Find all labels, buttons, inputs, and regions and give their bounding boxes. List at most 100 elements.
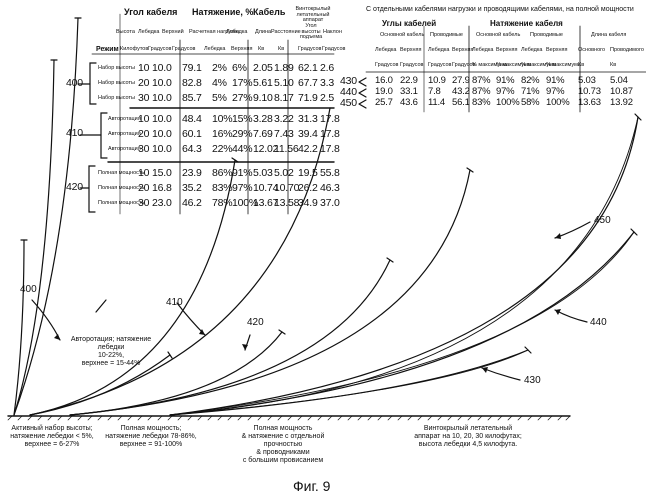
right-table-cell: 25.7 — [375, 97, 393, 108]
right-unit: Градусов — [400, 62, 424, 68]
right-unit: % максимума — [496, 62, 531, 68]
table-cell: 20 — [138, 128, 150, 140]
curve-label-400: 400 — [20, 284, 37, 295]
mode-label: Набор высоты — [98, 65, 135, 71]
caption-line: натяжение лебедки < 5%, — [10, 433, 94, 441]
table-cell: 3.22 — [274, 113, 294, 125]
table-cell: 10.74 — [253, 182, 279, 194]
right-mid: Основной кабель — [476, 32, 521, 38]
caption-line: прочностью — [263, 441, 303, 449]
right-table-cell: 33.1 — [400, 86, 418, 97]
right-table-cell: 83% — [472, 97, 491, 108]
right-table-cell: 87% — [472, 86, 491, 97]
cable-430-main — [169, 349, 529, 416]
arrowhead-440 — [555, 309, 561, 315]
table-cell: 60.1 — [182, 128, 202, 140]
table-cell: 15.0 — [152, 167, 172, 179]
table-cell: 23.0 — [152, 197, 172, 209]
right-unit: Кв — [578, 62, 585, 68]
right-table-cell: 7.8 — [428, 86, 441, 97]
arrowhead-430 — [482, 367, 488, 373]
right-subheader: Основного — [578, 47, 606, 53]
table-cell: 35.2 — [182, 182, 202, 194]
table-cell: 62.1 — [298, 62, 318, 74]
table-cell: 10.70 — [274, 182, 300, 194]
annotation-line: лебедки — [97, 344, 125, 352]
caption-rotorcraft: Винтокрылый летательный аппарат на 10, 2… — [398, 425, 538, 449]
table-cell: 48.4 — [182, 113, 202, 125]
table-cell: 91% — [232, 167, 253, 179]
annotation-line: Авторотация; натяжение — [70, 336, 152, 343]
right-subheader: Верхняя — [400, 47, 422, 53]
caption-line: & проводниками — [256, 449, 310, 457]
right-table-cell: 43.6 — [400, 97, 418, 108]
right-table-cell: 22.9 — [400, 75, 418, 86]
caption-line: Активный набор высоты; — [11, 425, 93, 432]
caption-line: аппарат на 10, 20, 30 килофутах; — [414, 433, 522, 441]
right-table-cell: 11.4 — [428, 97, 445, 108]
cable-450-main — [169, 116, 639, 416]
figure-caption: Фиг. 9 — [293, 478, 331, 494]
arrow-400 — [31, 299, 61, 341]
right-mid: Проводимые — [430, 32, 463, 38]
unit: Килофутов — [120, 46, 149, 52]
right-unit: Кв — [610, 62, 617, 68]
cable-430-cond — [169, 349, 529, 416]
table-cell: 16.8 — [152, 182, 172, 194]
table-cell: 83% — [212, 182, 233, 194]
table-cell: 55.8 — [320, 167, 340, 179]
units-label: Режим — [96, 46, 119, 53]
table-cell: 10.0 — [152, 62, 172, 74]
row-bracket-450 — [358, 99, 367, 109]
header-cable-angle: Угол кабеля — [124, 7, 178, 17]
mode-label: Авторотация — [108, 131, 141, 137]
subheader: Высота — [116, 29, 135, 35]
arrowhead-410 — [199, 329, 205, 335]
right-unit: % максимума — [472, 62, 507, 68]
table-cell: 79.1 — [182, 62, 202, 74]
right-table-cell: 19.0 — [375, 86, 393, 97]
row-bracket-430 — [358, 77, 367, 87]
right-table-cell: 58% — [521, 97, 540, 108]
caption-separate-cables: Полная мощность & натяжение с отдельной … — [228, 425, 338, 465]
header-cable: Кабель — [253, 7, 286, 17]
arrow-430 — [481, 367, 521, 381]
right-row-label: 450 — [340, 97, 357, 109]
right-mid: Длина кабеля — [591, 32, 627, 38]
caption-line: Полная мощность — [253, 425, 313, 432]
unit: Градусов — [172, 46, 196, 52]
table-cell: 22% — [212, 143, 233, 155]
table-cell: 27% — [232, 92, 253, 104]
right-mid: Проводимые — [530, 32, 563, 38]
table-cell: 17.8 — [320, 128, 340, 140]
right-table-cell: 56.1 — [452, 97, 470, 108]
caption-active-climb: Активный набор высоты; натяжение лебедки… — [2, 425, 102, 449]
arrowhead-420 — [242, 344, 248, 350]
subheader: Лебедка — [138, 29, 160, 35]
annotation-autorotation: Авторотация; натяжение лебедки 10-22%, в… — [66, 336, 156, 368]
cable-end-tick — [278, 167, 474, 335]
table-cell: 7.43 — [274, 128, 294, 140]
table-cell: 17.8 — [320, 113, 340, 125]
table-cell: 9.10 — [253, 92, 273, 104]
right-table-cell: 97% — [546, 86, 565, 97]
table-cell: 46.3 — [320, 182, 340, 194]
mode-label: Полная мощность — [98, 185, 145, 191]
subheader: Верхний — [162, 29, 184, 35]
table-cell: 39.4 — [298, 128, 318, 140]
row-bracket-440 — [358, 88, 367, 98]
mode-label: Набор высоты — [98, 80, 135, 86]
right-table-cell: 91% — [546, 75, 565, 86]
table-cell: 10.0 — [152, 128, 172, 140]
unit: Кв — [278, 46, 285, 52]
header-tension: Натяжение, % — [192, 7, 254, 17]
right-mid: Основной кабель — [380, 32, 425, 38]
right-table-title: С отдельными кабелями нагрузки и проводя… — [366, 6, 634, 13]
table-cell: 8.17 — [274, 92, 294, 104]
arrowhead-450 — [555, 233, 561, 239]
table-cell: 10% — [212, 113, 233, 125]
table-cell: 10 — [138, 167, 150, 179]
right-subheader: Лебедка — [428, 47, 450, 53]
table-cell: 3.28 — [253, 113, 273, 125]
right-subheader: Лебедка — [521, 47, 543, 53]
